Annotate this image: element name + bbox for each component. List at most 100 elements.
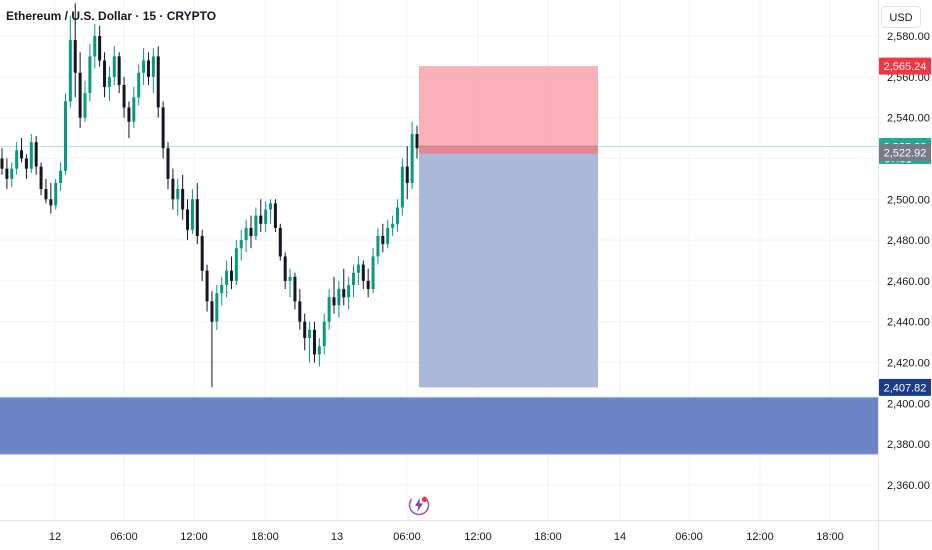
candle-body	[308, 329, 312, 339]
y-tick-label: 2,500.00	[887, 194, 930, 206]
x-tick-label: 14	[614, 531, 626, 543]
x-tick-label: 18:00	[251, 531, 279, 543]
candle-body	[122, 84, 126, 108]
candle-body	[137, 72, 141, 98]
candle-body	[352, 272, 356, 285]
candle-body	[63, 101, 67, 171]
candle-body	[366, 280, 370, 290]
candle-body	[59, 170, 63, 183]
price-label-entry	[879, 143, 931, 161]
candle-body	[88, 56, 92, 94]
candle-body	[127, 107, 131, 122]
candle-body	[103, 60, 107, 88]
price-label-stop	[879, 57, 931, 75]
candle-body	[381, 236, 385, 245]
candle-body	[78, 72, 82, 118]
candle-body	[234, 248, 238, 281]
candle-body	[20, 150, 24, 159]
candle-body	[332, 297, 336, 306]
candle-body	[342, 289, 346, 298]
candle-body	[107, 76, 111, 88]
candle-body	[142, 60, 146, 73]
candle-body	[39, 166, 43, 190]
y-tick-label: 2,440.00	[887, 317, 930, 329]
candle-body	[171, 178, 175, 200]
x-tick-label: 12:00	[464, 531, 492, 543]
candle-body	[186, 209, 190, 230]
candle-body	[29, 142, 33, 169]
candle-body	[347, 284, 351, 298]
candle-body	[415, 133, 419, 149]
y-tick-label: 2,460.00	[887, 276, 930, 288]
candle-body	[151, 56, 155, 77]
candle-body	[312, 329, 316, 355]
candle-body	[337, 289, 341, 306]
candle-body	[317, 346, 321, 355]
candle-body	[376, 236, 380, 257]
candle-body	[176, 189, 180, 200]
candle-body	[283, 256, 287, 281]
candle-body	[49, 199, 53, 206]
candle-body	[0, 158, 4, 169]
candle-body	[410, 133, 414, 183]
candle-body	[190, 199, 194, 230]
price-axis[interactable]: 2,580.002,560.002,540.002,520.002,500.00…	[887, 31, 930, 492]
candle-body	[98, 36, 102, 61]
time-axis[interactable]: 12 06:00 12:00 18:00 13 06:00 12:00 18:00 14 06:0…	[49, 531, 844, 543]
price-label-text: 2,522.92	[884, 147, 927, 159]
price-labels: 2,565.242,525.8307:012,522.922,407.82	[879, 57, 931, 396]
candle-body	[200, 236, 204, 271]
candle-body	[288, 276, 292, 281]
candle-body	[73, 40, 77, 73]
chart-zones	[0, 66, 878, 455]
candle-body	[371, 256, 375, 290]
candle-body	[44, 189, 48, 200]
candle-body	[303, 321, 307, 339]
take-profit-zone	[419, 152, 598, 388]
x-tick-label: 18:00	[534, 531, 562, 543]
candle-body	[405, 166, 409, 183]
stop-loss-zone	[419, 66, 598, 153]
candle-body	[273, 203, 277, 228]
candle-body	[220, 284, 224, 294]
candle-body	[205, 270, 209, 302]
candle-body	[54, 182, 58, 206]
y-tick-label: 2,360.00	[887, 480, 930, 492]
candle-body	[386, 227, 390, 245]
candle-body	[293, 276, 297, 302]
y-tick-label: 2,560.00	[887, 72, 930, 84]
candle-body	[356, 264, 360, 273]
x-tick-label: 12:00	[746, 531, 774, 543]
candle-body	[195, 199, 199, 237]
candle-body	[210, 301, 214, 322]
entry-band	[419, 145, 598, 154]
candle-body	[361, 264, 365, 281]
candle-body	[391, 223, 395, 228]
tradingview-lightning-logo-icon[interactable]	[408, 494, 430, 516]
candle-body	[395, 207, 399, 224]
x-tick-label: 12	[49, 531, 61, 543]
x-tick-label: 06:00	[393, 531, 421, 543]
price-label-target	[879, 378, 931, 396]
y-tick-label: 2,480.00	[887, 235, 930, 247]
demand-zone	[0, 397, 878, 455]
chart-title: Ethereum / U.S. Dollar · 15 · CRYPTO	[6, 9, 217, 23]
price-label-text: 2,565.24	[884, 61, 927, 73]
candle-body	[146, 60, 150, 77]
candle-body	[298, 301, 302, 322]
currency-button[interactable]: USD	[881, 6, 921, 28]
candle-body	[254, 215, 258, 237]
x-tick-label: 13	[331, 531, 343, 543]
candle-body	[93, 36, 97, 57]
x-tick-label: 06:00	[675, 531, 703, 543]
candle-body	[132, 97, 136, 122]
y-tick-label: 2,400.00	[887, 398, 930, 410]
candle-body	[249, 227, 253, 237]
y-tick-label: 2,540.00	[887, 113, 930, 125]
y-tick-label: 2,580.00	[887, 31, 930, 43]
candle-body	[117, 56, 121, 85]
candle-body	[400, 166, 404, 208]
candle-body	[112, 56, 116, 77]
candle-body	[161, 107, 165, 149]
